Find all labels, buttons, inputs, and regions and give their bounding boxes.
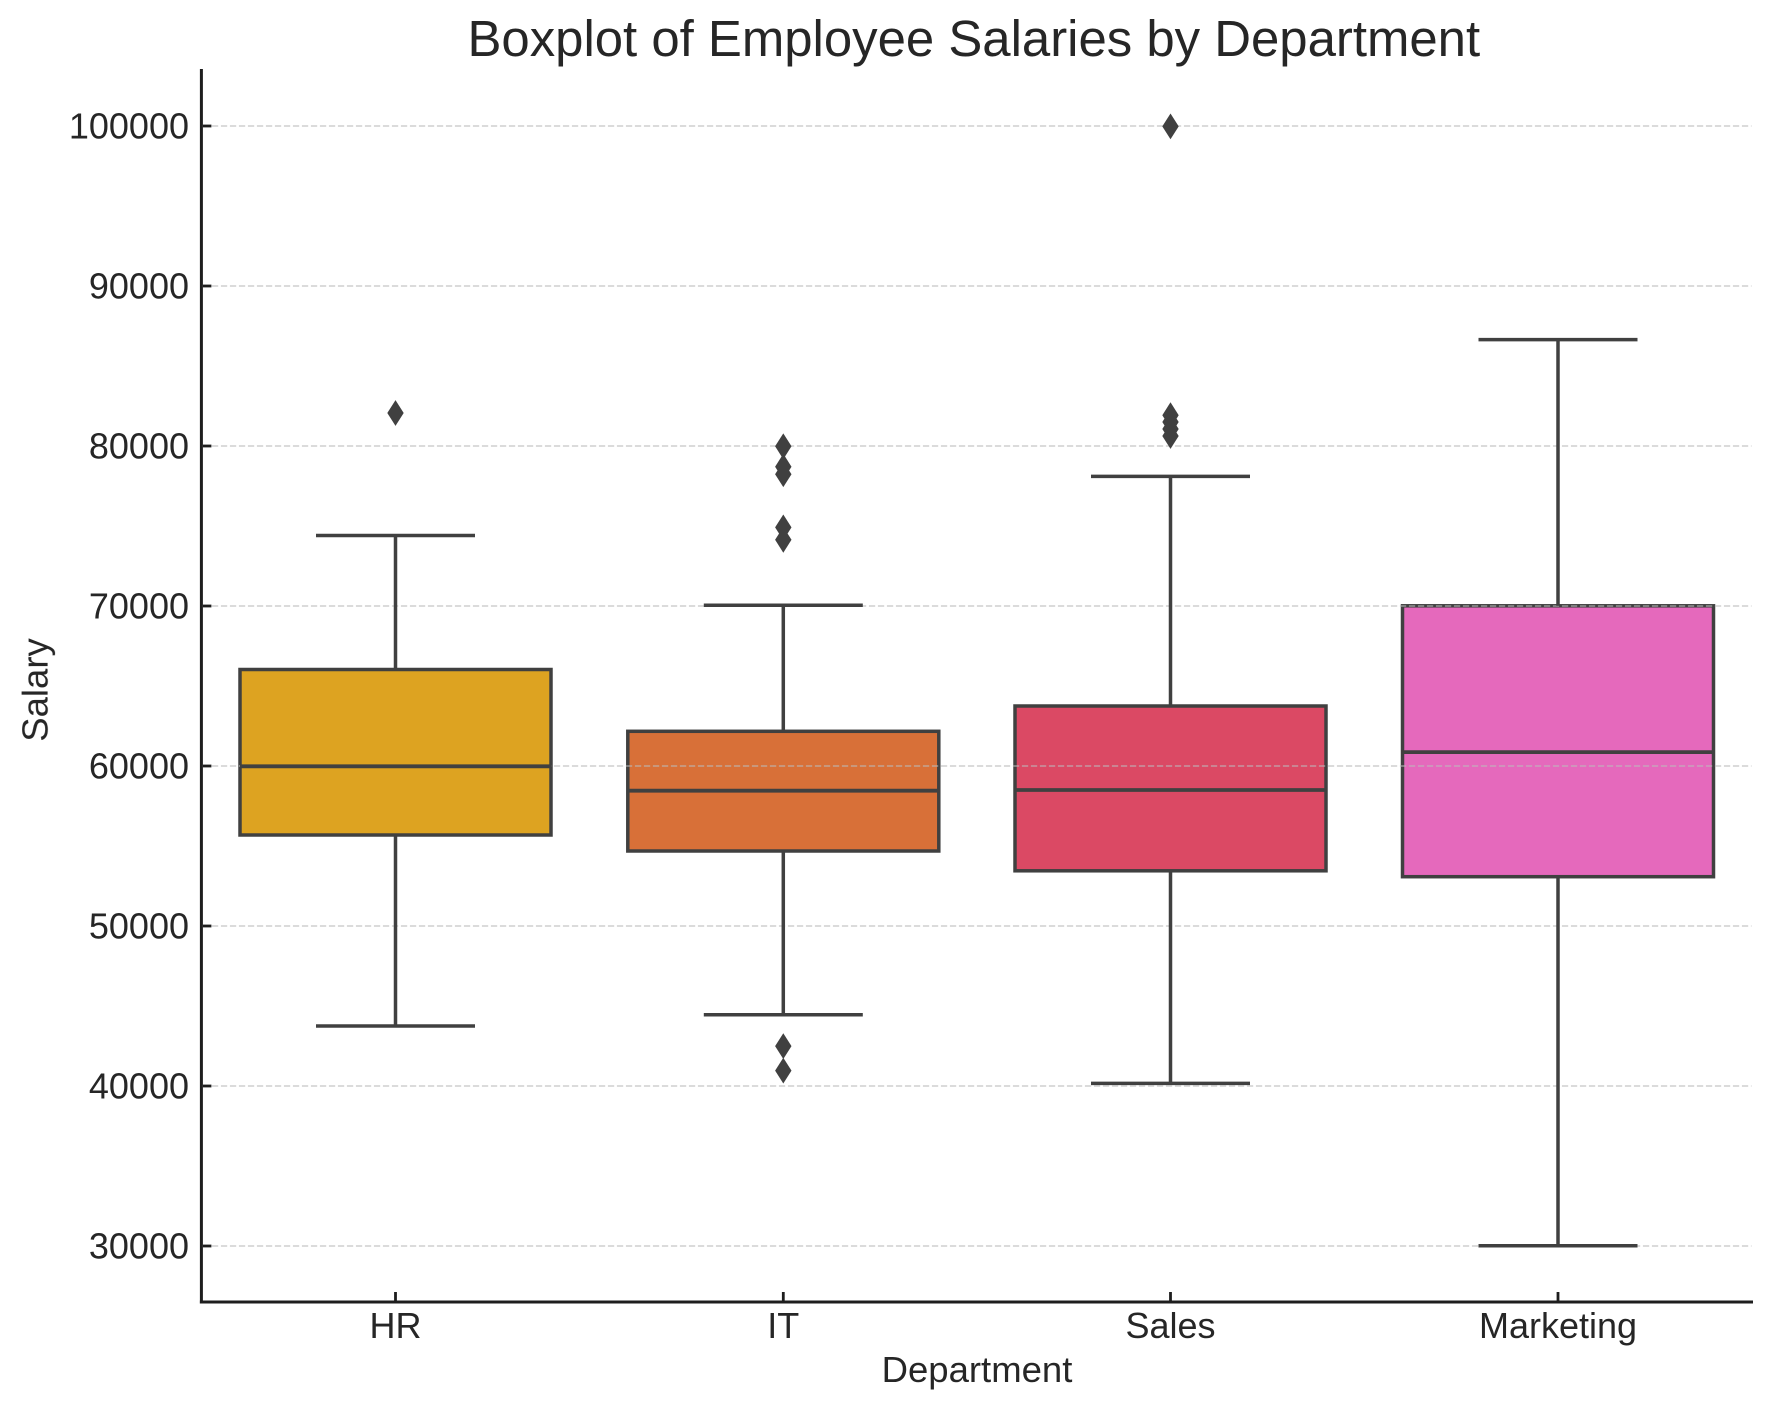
svg-text:60000: 60000 xyxy=(89,746,189,787)
svg-text:IT: IT xyxy=(767,1305,799,1346)
svg-text:100000: 100000 xyxy=(69,106,189,147)
svg-text:80000: 80000 xyxy=(89,426,189,467)
svg-text:Salary: Salary xyxy=(15,638,56,742)
svg-text:90000: 90000 xyxy=(89,266,189,307)
svg-text:40000: 40000 xyxy=(89,1066,189,1107)
svg-text:50000: 50000 xyxy=(89,906,189,947)
svg-text:Marketing: Marketing xyxy=(1479,1305,1637,1346)
svg-text:Boxplot of Employee Salaries b: Boxplot of Employee Salaries by Departme… xyxy=(467,10,1480,67)
svg-text:30000: 30000 xyxy=(89,1226,189,1267)
svg-text:Department: Department xyxy=(882,1349,1073,1390)
svg-text:HR: HR xyxy=(370,1305,422,1346)
svg-text:Sales: Sales xyxy=(1125,1305,1215,1346)
svg-text:70000: 70000 xyxy=(89,586,189,627)
